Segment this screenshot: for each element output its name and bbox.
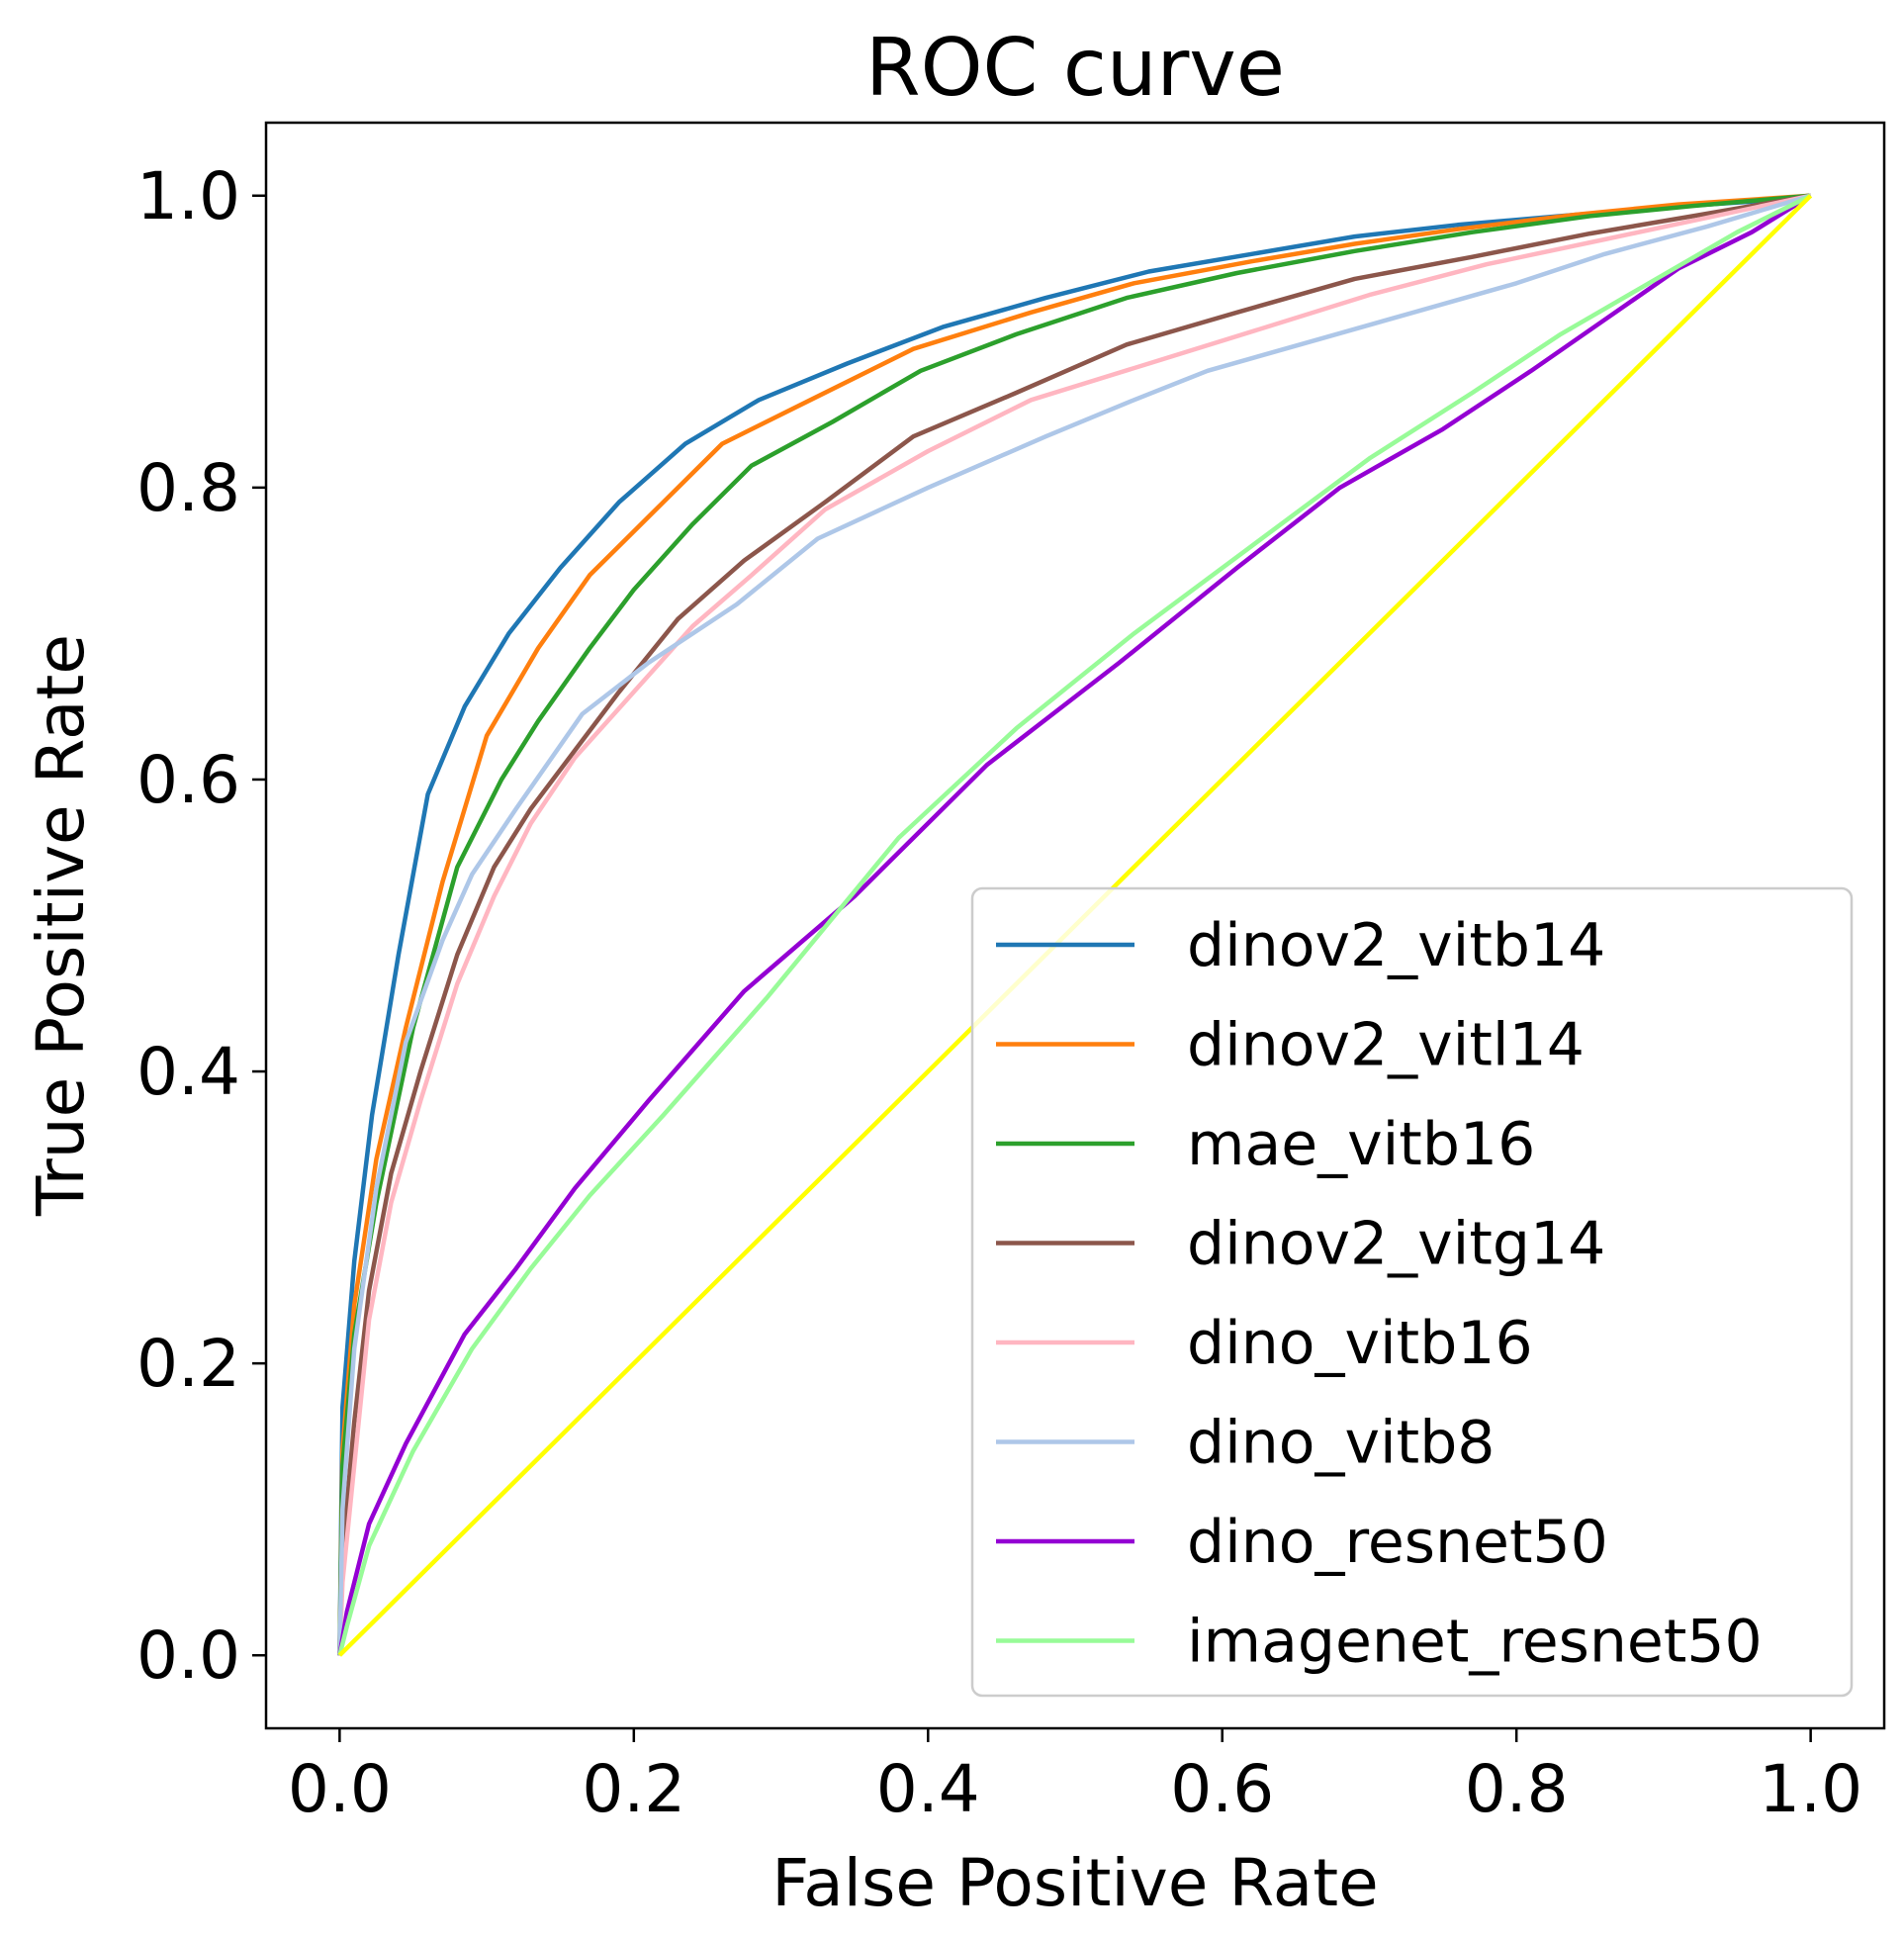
legend-label-dino-resnet50: dino_resnet50 [1187, 1508, 1608, 1577]
plot-frame [264, 121, 1886, 1730]
x-ticks: 0.0 0.2 0.4 0.6 0.8 1.0 [288, 1728, 1862, 1827]
x-tick-label: 1.0 [1759, 1751, 1862, 1827]
x-tick-label: 0.8 [1465, 1751, 1569, 1827]
legend-label-dino-vitb8: dino_vitb8 [1187, 1409, 1495, 1478]
x-tick-label: 0.2 [582, 1751, 685, 1827]
series-line-dino-vitb8 [337, 193, 1812, 1656]
y-ticks: 0.0 0.2 0.4 0.6 0.8 1.0 [136, 158, 266, 1694]
chart-title: ROC curve [865, 22, 1285, 114]
series-line-imagenet-resnet50 [337, 193, 1812, 1656]
x-tick-label: 0.0 [288, 1751, 392, 1827]
series-line-dino-resnet50 [337, 193, 1812, 1656]
y-axis-title: True Positive Rate [23, 634, 99, 1217]
legend-box [970, 886, 1854, 1698]
y-tick-label: 0.4 [136, 1034, 240, 1110]
series-line-mae-vitb16 [337, 193, 1811, 1656]
legend-label-dino-vitb16: dino_vitb16 [1187, 1309, 1533, 1378]
x-axis-title: False Positive Rate [771, 1845, 1378, 1921]
y-tick-label: 1.0 [136, 158, 240, 234]
y-tick-label: 0.0 [136, 1618, 240, 1694]
y-tick-label: 0.2 [136, 1326, 240, 1402]
legend: dinov2_vitb14 dinov2_vitl14 mae_vitb16dino… [970, 886, 1854, 1698]
series-line-dino-vitb16 [337, 193, 1812, 1656]
series-line-dinov2-vitg14 [337, 193, 1811, 1656]
legend-label-dinov2-vitg14: dinov2_vitg14 [1187, 1210, 1605, 1279]
y-tick-label: 0.6 [136, 742, 240, 818]
series-line-dinov2-vitb14 [337, 193, 1811, 1656]
y-tick-label: 0.8 [136, 450, 240, 526]
x-tick-label: 0.4 [876, 1751, 980, 1827]
x-tick-label: 0.6 [1170, 1751, 1274, 1827]
legend-label-imagenet-resnet50: imagenet_resnet50 [1187, 1608, 1763, 1677]
legend-label-mae-vitb16: mae_vitb16 [1187, 1110, 1535, 1179]
series-line-dinov2-vitl14 [337, 193, 1811, 1656]
series-layer [337, 193, 1813, 1657]
legend-label-dinov2-vitb14: dinov2_vitb14 [1187, 911, 1605, 980]
legend-label-dinov2-vitl14: dinov2_vitl14 [1187, 1011, 1585, 1080]
